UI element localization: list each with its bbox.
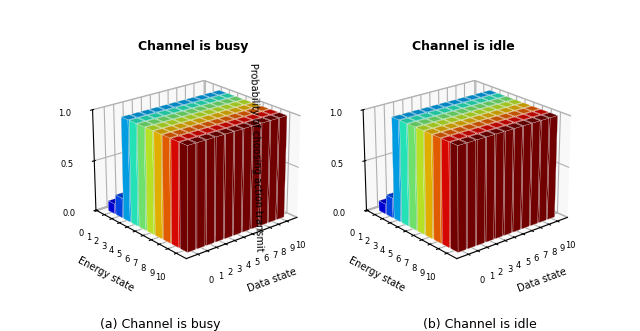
Text: (a) Channel is busy: (a) Channel is busy — [100, 318, 220, 331]
Title: Channel is idle: Channel is idle — [412, 40, 515, 53]
Y-axis label: Energy state: Energy state — [347, 255, 406, 293]
Y-axis label: Energy state: Energy state — [76, 255, 136, 293]
X-axis label: Data state: Data state — [246, 267, 298, 294]
Title: Channel is busy: Channel is busy — [138, 40, 248, 53]
X-axis label: Data state: Data state — [516, 267, 568, 294]
Text: (b) Channel is idle: (b) Channel is idle — [423, 318, 537, 331]
